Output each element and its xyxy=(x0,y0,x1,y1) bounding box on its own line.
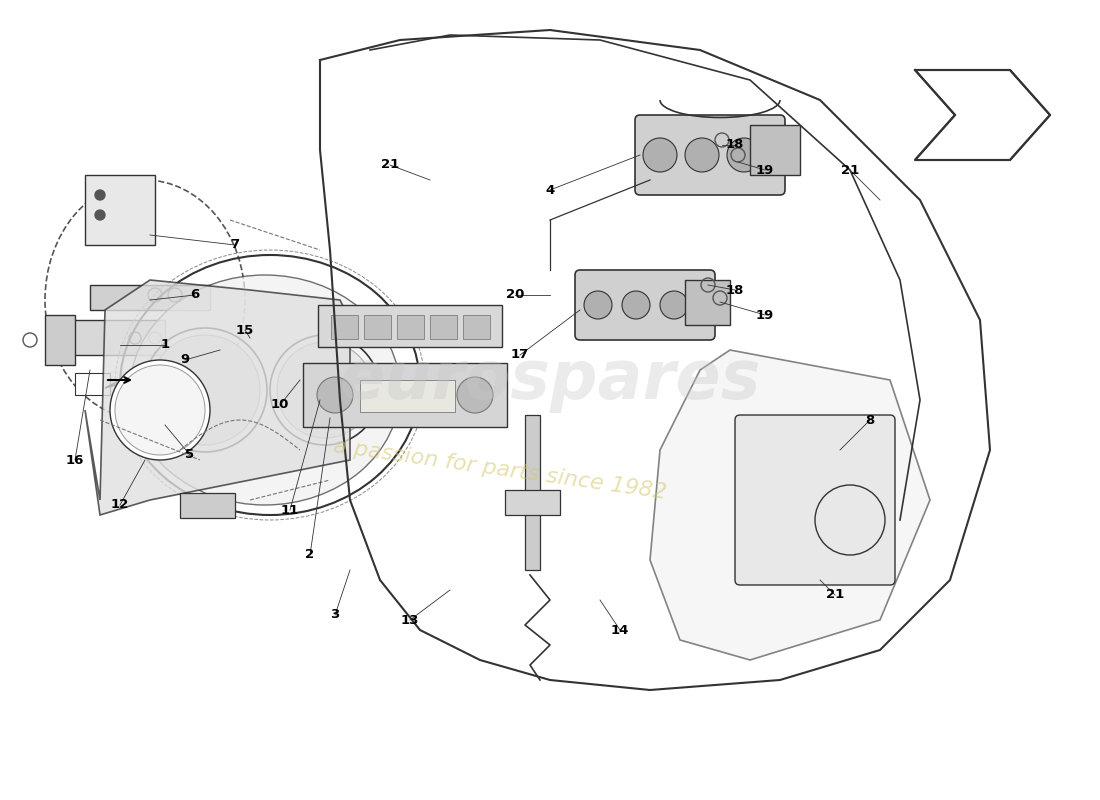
Circle shape xyxy=(621,291,650,319)
FancyBboxPatch shape xyxy=(685,280,730,325)
Text: a passion for parts since 1982: a passion for parts since 1982 xyxy=(332,437,668,503)
FancyBboxPatch shape xyxy=(318,305,502,347)
FancyBboxPatch shape xyxy=(750,125,800,175)
Polygon shape xyxy=(650,350,930,660)
Circle shape xyxy=(456,377,493,413)
Text: 12: 12 xyxy=(111,498,129,511)
Text: 13: 13 xyxy=(400,614,419,626)
Text: eurospares: eurospares xyxy=(339,347,761,413)
Text: 19: 19 xyxy=(756,163,774,177)
Text: 8: 8 xyxy=(866,414,874,426)
Text: 10: 10 xyxy=(271,398,289,411)
Text: 16: 16 xyxy=(66,454,85,466)
Text: 5: 5 xyxy=(186,449,195,462)
Text: 2: 2 xyxy=(306,549,315,562)
Text: 21: 21 xyxy=(840,163,859,177)
Circle shape xyxy=(95,190,104,200)
FancyBboxPatch shape xyxy=(397,315,424,339)
Circle shape xyxy=(584,291,612,319)
Text: 18: 18 xyxy=(726,283,745,297)
FancyBboxPatch shape xyxy=(302,363,507,427)
Text: 15: 15 xyxy=(235,323,254,337)
Circle shape xyxy=(685,138,719,172)
FancyBboxPatch shape xyxy=(735,415,895,585)
Polygon shape xyxy=(104,372,135,388)
Circle shape xyxy=(727,138,761,172)
Circle shape xyxy=(150,335,260,445)
FancyBboxPatch shape xyxy=(85,175,155,245)
Text: 7: 7 xyxy=(230,238,240,251)
FancyBboxPatch shape xyxy=(45,315,75,365)
Polygon shape xyxy=(85,280,350,515)
Text: 20: 20 xyxy=(506,289,525,302)
Circle shape xyxy=(277,342,373,438)
FancyBboxPatch shape xyxy=(180,493,235,518)
Circle shape xyxy=(317,377,353,413)
Text: 17: 17 xyxy=(510,349,529,362)
FancyBboxPatch shape xyxy=(430,315,456,339)
Polygon shape xyxy=(915,70,1050,160)
Text: 19: 19 xyxy=(756,309,774,322)
FancyBboxPatch shape xyxy=(65,320,165,355)
FancyBboxPatch shape xyxy=(75,373,110,395)
Ellipse shape xyxy=(130,275,400,505)
Text: 6: 6 xyxy=(190,289,199,302)
FancyBboxPatch shape xyxy=(463,315,490,339)
Text: 21: 21 xyxy=(381,158,399,171)
Circle shape xyxy=(644,138,676,172)
Text: 14: 14 xyxy=(610,623,629,637)
Text: 11: 11 xyxy=(280,503,299,517)
FancyBboxPatch shape xyxy=(505,490,560,515)
Text: 4: 4 xyxy=(546,183,554,197)
FancyBboxPatch shape xyxy=(635,115,785,195)
Text: 3: 3 xyxy=(330,609,340,622)
FancyBboxPatch shape xyxy=(525,505,540,570)
FancyBboxPatch shape xyxy=(575,270,715,340)
Circle shape xyxy=(95,210,104,220)
FancyBboxPatch shape xyxy=(90,285,210,310)
Circle shape xyxy=(110,360,210,460)
Text: 21: 21 xyxy=(826,589,844,602)
FancyBboxPatch shape xyxy=(525,415,540,495)
FancyBboxPatch shape xyxy=(331,315,358,339)
FancyBboxPatch shape xyxy=(364,315,390,339)
Text: 1: 1 xyxy=(161,338,169,351)
FancyBboxPatch shape xyxy=(360,380,455,412)
Circle shape xyxy=(660,291,688,319)
Text: 9: 9 xyxy=(180,354,189,366)
Text: 18: 18 xyxy=(726,138,745,151)
Circle shape xyxy=(116,365,205,455)
